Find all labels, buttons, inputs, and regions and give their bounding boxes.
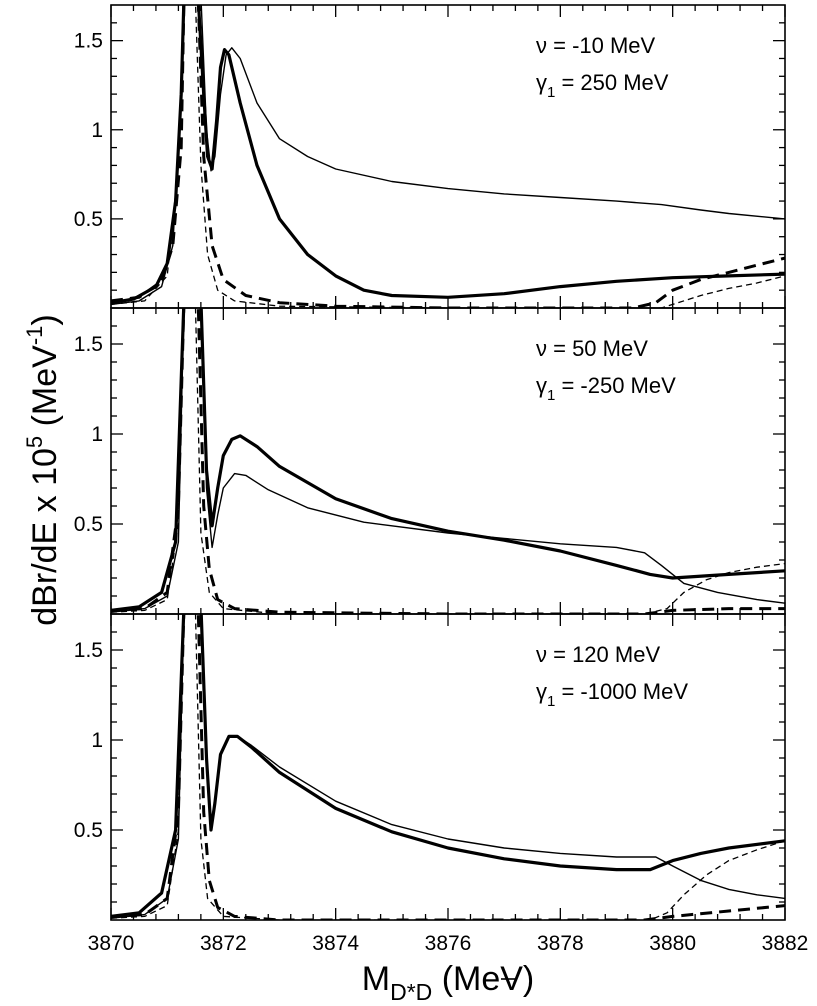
y-tick-label: 0.5 [74, 513, 103, 536]
x-label-sub: D*D [390, 979, 432, 1005]
series-thick-solid [111, 308, 785, 612]
y-label-unit-open: (MeV [26, 345, 64, 436]
y-tick-label: 0.5 [74, 208, 103, 231]
series-thick-solid [111, 614, 785, 918]
annotation-nu: ν = 50 MeV [536, 336, 648, 361]
y-tick-label: 1.5 [74, 639, 103, 662]
x-tick-label: 3882 [762, 932, 809, 955]
x-tick-label: 3874 [312, 932, 359, 955]
y-label-unit-exp: -1 [22, 326, 47, 346]
panel-frame [110, 307, 786, 615]
series-thin-dashed [111, 5, 785, 308]
x-axis-label: MD*D (MeV) [362, 960, 535, 1005]
series-thick-dashed [111, 308, 785, 614]
annotation-gamma: γ1 = -1000 MeV [536, 679, 688, 710]
y-tick-label: 1 [91, 119, 103, 142]
x-tick-label: 3880 [649, 932, 696, 955]
gamma-subscript: 1 [547, 387, 555, 404]
gamma-value: = -1000 MeV [555, 679, 688, 704]
gamma-symbol: γ [536, 70, 547, 95]
gamma-subscript: 1 [547, 693, 555, 710]
y-label-main: dBr/dE x 10 [26, 448, 64, 626]
annotation-gamma: γ1 = -250 MeV [536, 373, 676, 404]
gamma-symbol: γ [536, 679, 547, 704]
series-thin-solid [111, 614, 785, 919]
annotation-nu: ν = -10 MeV [536, 33, 656, 58]
series-thin-dashed [111, 614, 785, 920]
x-tick-label: 3870 [88, 932, 135, 955]
x-label-unit: (MeV) [432, 960, 534, 998]
y-tick-label: 0.5 [74, 819, 103, 842]
x-tick-label: 3872 [200, 932, 247, 955]
gamma-value: = -250 MeV [555, 373, 676, 398]
y-tick-label: 1.5 [74, 333, 103, 356]
series-thin-dashed [111, 308, 785, 614]
series-thick-dashed [111, 5, 785, 308]
series-thick-dashed [111, 614, 785, 920]
x-tick-label: 3878 [537, 932, 584, 955]
y-label-unit-close: ) [26, 314, 64, 325]
y-tick-label: 1 [91, 423, 103, 446]
y-tick-label: 1.5 [74, 30, 103, 53]
panel-frame [110, 613, 786, 921]
gamma-value: = 250 MeV [555, 70, 668, 95]
gamma-subscript: 1 [547, 84, 555, 101]
x-tick-label: 3876 [425, 932, 472, 955]
series-thick-solid [111, 5, 785, 305]
gamma-symbol: γ [536, 373, 547, 398]
y-axis-label: dBr/dE x 105 (MeV-1) [22, 314, 64, 625]
annotation-nu: ν = 120 MeV [536, 642, 660, 667]
x-label-main: M [362, 960, 390, 998]
y-label-exp: 5 [22, 436, 47, 448]
series-thin-solid [111, 308, 785, 613]
y-tick-label: 1 [91, 729, 103, 752]
annotation-gamma: γ1 = 250 MeV [536, 70, 669, 101]
